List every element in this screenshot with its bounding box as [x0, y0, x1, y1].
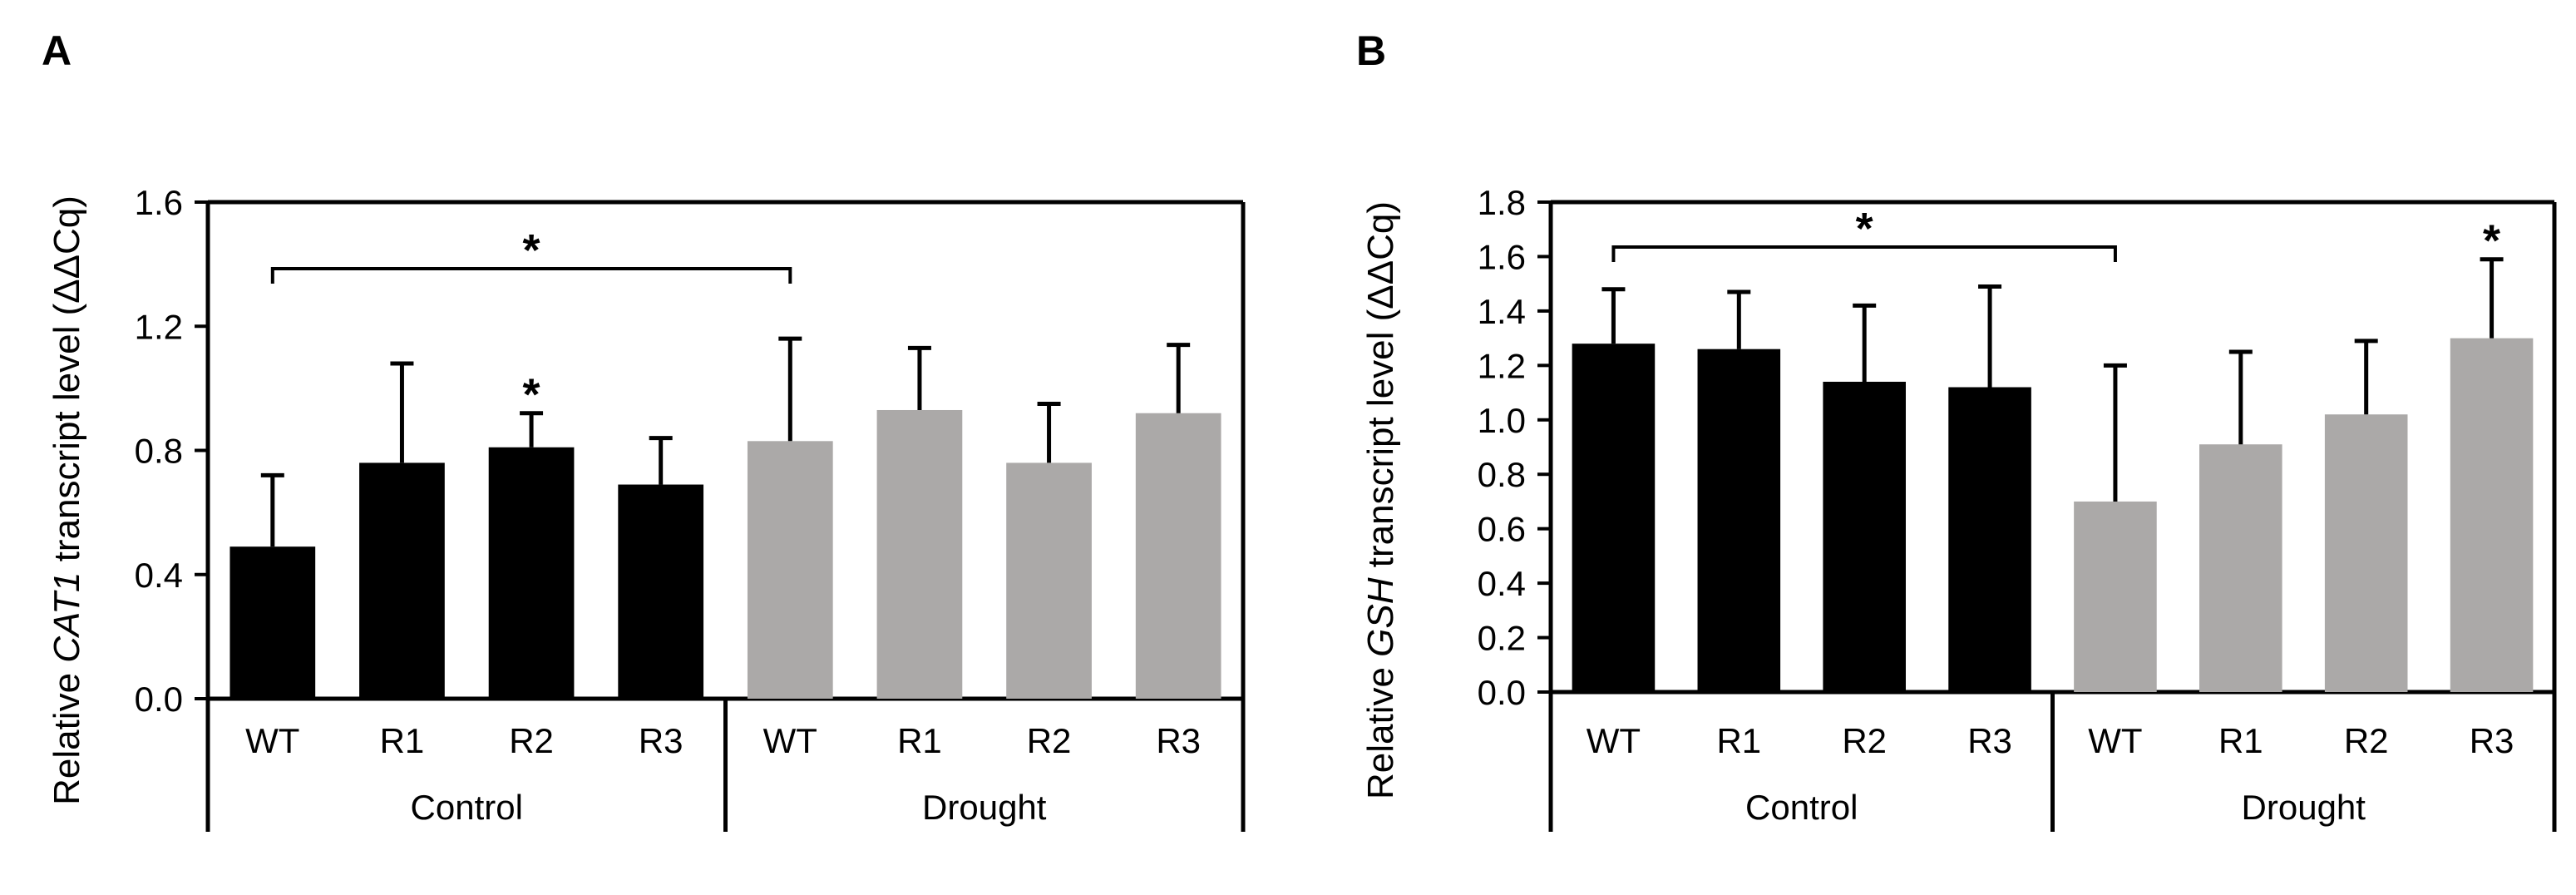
x-tick-label: WT	[1587, 721, 1641, 760]
bar	[747, 441, 833, 699]
y-tick-label: 0.2	[1478, 619, 1526, 658]
significance-star: *	[523, 370, 540, 420]
x-tick-label: R2	[1027, 721, 1072, 760]
y-tick-label: 1.2	[1478, 346, 1526, 385]
chart-b: 0.0 0.2 0.4 0.6 0.8 1.0 1.2 1.4 1.6 1.8 WT R1 R2 R3 WT…	[1360, 183, 2557, 832]
bar	[2324, 414, 2408, 692]
x-tick-label: R2	[509, 721, 554, 760]
y-tick-label: 0.8	[135, 432, 183, 471]
x-tick-label: R1	[1716, 721, 1761, 760]
bar	[2074, 501, 2157, 692]
y-tick-label: 1.8	[1478, 183, 1526, 222]
y-axis-label-prefix: Relative	[47, 663, 87, 805]
x-tick-label: R2	[2344, 721, 2389, 760]
y-tick-label: 1.6	[135, 183, 183, 222]
y-axis-label-suffix: transcript level (ΔΔCq)	[1360, 201, 1401, 577]
bar	[1006, 462, 1092, 699]
y-axis-label: Relative CAT1 transcript level (ΔΔCq)	[47, 195, 87, 805]
panel-a: A 0.0 0.4 0.8 1.2 1.6 WT R1 R2 R3 WT R1 R2 R3 Control…	[0, 0, 1264, 895]
y-axis-label-prefix: Relative	[1360, 657, 1401, 799]
panel-b: B 0.0 0.2 0.4 0.6 0.8 1.0 1.2 1.4 1.6 1.8 WT R1 R2 R3…	[1310, 0, 2576, 895]
x-tick-label: R1	[897, 721, 942, 760]
significance-star: *	[2483, 216, 2500, 266]
comparison-bracket	[270, 267, 792, 284]
x-tick-label: WT	[2088, 721, 2142, 760]
chart-a: 0.0 0.4 0.8 1.2 1.6 WT R1 R2 R3 WT R1 R2 R3 Control Dr…	[47, 183, 1246, 832]
bar	[876, 409, 963, 699]
y-tick-label: 0.4	[135, 556, 183, 595]
x-tick-label: R3	[639, 721, 683, 760]
bar	[1135, 413, 1221, 699]
bar	[1572, 344, 1656, 692]
bar	[1823, 381, 1906, 692]
x-tick-label: R1	[2218, 721, 2263, 760]
bar	[359, 462, 445, 699]
y-axis-label-gene: CAT1	[47, 572, 87, 663]
x-tick-label: R2	[1842, 721, 1887, 760]
y-axis-label-suffix: transcript level (ΔΔCq)	[47, 195, 87, 571]
y-tick-label: 1.4	[1478, 292, 1526, 331]
y-tick-label: 1.2	[135, 307, 183, 346]
y-axis-label: Relative GSH transcript level (ΔΔCq)	[1360, 201, 1401, 799]
y-tick-label: 0.0	[135, 680, 183, 719]
y-tick-label: 0.0	[1478, 673, 1526, 712]
x-tick-label: R3	[1156, 721, 1201, 760]
panel-a-letter: A	[42, 27, 72, 74]
bar	[2450, 338, 2534, 692]
bar	[488, 447, 575, 699]
group-label: Control	[1745, 788, 1858, 827]
bracket-star: *	[1856, 204, 1873, 254]
y-tick-label: 0.8	[1478, 455, 1526, 494]
y-tick-label: 1.0	[1478, 401, 1526, 440]
y-tick-label: 0.6	[1478, 510, 1526, 549]
y-tick-label: 1.6	[1478, 237, 1526, 276]
y-axis-label-gene: GSH	[1360, 577, 1401, 657]
x-tick-label: R3	[1967, 721, 2012, 760]
x-tick-label: R1	[380, 721, 425, 760]
bar	[618, 484, 704, 699]
x-tick-label: R3	[2470, 721, 2514, 760]
x-tick-label: WT	[763, 721, 817, 760]
group-label: Drought	[922, 788, 1047, 827]
bar	[1948, 387, 2031, 692]
bar	[2199, 444, 2282, 692]
panel-b-letter: B	[1356, 27, 1387, 74]
comparison-bracket	[1611, 245, 2117, 262]
group-label: Control	[411, 788, 523, 827]
bar	[229, 546, 316, 699]
x-tick-label: WT	[245, 721, 299, 760]
y-tick-label: 0.4	[1478, 564, 1526, 603]
group-label: Drought	[2242, 788, 2366, 827]
bracket-star: *	[523, 225, 540, 275]
bar	[1697, 349, 1781, 692]
